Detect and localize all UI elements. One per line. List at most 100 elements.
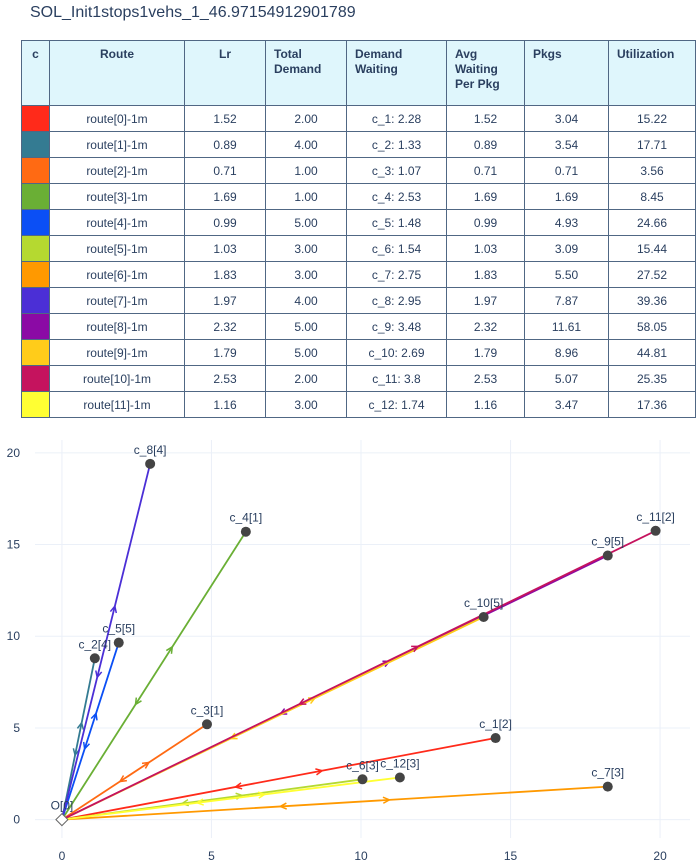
customer-marker bbox=[602, 781, 613, 792]
table-row: route[11]-1m 1.16 3.00 c_12: 1.74 1.16 3.47 17… bbox=[21, 391, 696, 418]
table-cell: 1.52 bbox=[184, 105, 266, 132]
header-cell: Total Demand bbox=[265, 40, 347, 106]
route-arrow bbox=[82, 741, 91, 751]
table-cell: route[11]-1m bbox=[49, 391, 185, 418]
customer-marker bbox=[357, 774, 368, 785]
route-arrow bbox=[315, 768, 324, 776]
header-cell: Utilization bbox=[608, 40, 696, 106]
route-arrow bbox=[165, 645, 174, 654]
table-row: route[5]-1m 1.03 3.00 c_6: 1.54 1.03 3.09 15.4… bbox=[21, 235, 696, 262]
route-arrow bbox=[278, 802, 288, 810]
table-cell: 2.32 bbox=[446, 313, 525, 340]
table-row: route[6]-1m 1.83 3.00 c_7: 2.75 1.83 5.50 27.5… bbox=[21, 261, 696, 288]
table-cell: 5.50 bbox=[524, 261, 609, 288]
route-arrow bbox=[229, 732, 238, 740]
table-cell: 39.36 bbox=[608, 287, 696, 314]
route-arrow bbox=[382, 796, 392, 804]
table-cell: 1.97 bbox=[446, 287, 525, 314]
table-cell: 0.71 bbox=[446, 157, 525, 184]
route-arrow bbox=[72, 748, 80, 757]
customer-marker bbox=[201, 719, 212, 730]
table-row: route[8]-1m 2.32 5.00 c_9: 3.48 2.32 11.61 58.… bbox=[21, 313, 696, 340]
route-arrow bbox=[90, 711, 98, 721]
route-arrow bbox=[411, 645, 420, 653]
route-line bbox=[61, 776, 400, 821]
table-cell: c_8: 2.95 bbox=[346, 287, 447, 314]
table-cell: route[0]-1m bbox=[49, 105, 185, 132]
header-cell: Route bbox=[49, 40, 185, 106]
table-cell: c_5: 1.48 bbox=[346, 209, 447, 236]
table-cell: route[1]-1m bbox=[49, 131, 185, 158]
color-swatch bbox=[21, 131, 50, 158]
point-label: c_10[5] bbox=[464, 596, 503, 610]
route-line bbox=[61, 785, 608, 821]
point-label: c_5[5] bbox=[102, 622, 135, 636]
customer-marker bbox=[89, 653, 100, 664]
customer-marker bbox=[394, 772, 405, 783]
table-cell: 25.35 bbox=[608, 365, 696, 392]
point-label: c_2[4] bbox=[78, 637, 111, 651]
table-cell: 1.03 bbox=[184, 235, 266, 262]
table-cell: c_6: 1.54 bbox=[346, 235, 447, 262]
table-cell: route[4]-1m bbox=[49, 209, 185, 236]
header-cell: Demand Waiting bbox=[346, 40, 447, 106]
table-cell: 24.66 bbox=[608, 209, 696, 236]
table-cell: 5.07 bbox=[524, 365, 609, 392]
point-label: c_12[3] bbox=[380, 756, 419, 770]
y-tick-label: 10 bbox=[7, 629, 21, 643]
table-cell: 1.69 bbox=[446, 183, 525, 210]
table-row: route[4]-1m 0.99 5.00 c_5: 1.48 0.99 4.93 24.6… bbox=[21, 209, 696, 236]
table-cell: 2.32 bbox=[184, 313, 266, 340]
color-swatch bbox=[21, 235, 50, 262]
point-label: c_8[4] bbox=[134, 443, 167, 457]
point-label: c_9[5] bbox=[591, 535, 624, 549]
x-tick-label: 5 bbox=[208, 849, 215, 863]
table-cell: 1.69 bbox=[184, 183, 266, 210]
table-row: route[10]-1m 2.53 2.00 c_11: 3.8 2.53 5.07 25.… bbox=[21, 365, 696, 392]
table-cell: route[5]-1m bbox=[49, 235, 185, 262]
customer-marker bbox=[650, 525, 661, 536]
y-tick-label: 5 bbox=[13, 721, 20, 735]
point-label: O[0] bbox=[51, 799, 74, 813]
color-swatch bbox=[21, 183, 50, 210]
table-cell: c_12: 1.74 bbox=[346, 391, 447, 418]
route-arrow bbox=[134, 697, 142, 706]
point-label: c_4[1] bbox=[230, 511, 263, 525]
table-body: route[0]-1m 1.52 2.00 c_1: 2.28 1.52 3.04 15.2… bbox=[21, 105, 696, 418]
route-arrow bbox=[95, 670, 103, 680]
table-cell: 4.93 bbox=[524, 209, 609, 236]
table-cell: 17.71 bbox=[608, 131, 696, 158]
table-cell: 1.16 bbox=[184, 391, 266, 418]
table-cell: 3.09 bbox=[524, 235, 609, 262]
table-cell: c_3: 1.07 bbox=[346, 157, 447, 184]
route-line bbox=[61, 531, 247, 821]
table-cell: route[10]-1m bbox=[49, 365, 185, 392]
table-cell: route[3]-1m bbox=[49, 183, 185, 210]
customer-marker bbox=[113, 637, 124, 648]
point-label: c_7[3] bbox=[591, 766, 624, 780]
color-swatch bbox=[21, 287, 50, 314]
table-row: route[9]-1m 1.79 5.00 c_10: 2.69 1.79 8.96 44.… bbox=[21, 339, 696, 366]
route-arrow bbox=[76, 721, 85, 730]
customer-marker bbox=[490, 733, 501, 744]
header-cell: Avg Waiting Per Pkg bbox=[446, 40, 525, 106]
color-swatch bbox=[21, 391, 50, 418]
route-arrow bbox=[118, 775, 127, 783]
table-cell: 17.36 bbox=[608, 391, 696, 418]
table-cell: route[9]-1m bbox=[49, 339, 185, 366]
color-swatch bbox=[21, 105, 50, 132]
route-line bbox=[61, 642, 120, 820]
table-cell: 0.89 bbox=[446, 131, 525, 158]
route-table: c Route Lr Total Demand Demand Waiting Avg Wa… bbox=[21, 40, 696, 418]
x-tick-label: 10 bbox=[354, 849, 368, 863]
customer-marker bbox=[240, 526, 251, 537]
table-cell: 5.00 bbox=[265, 339, 347, 366]
color-swatch bbox=[21, 261, 50, 288]
point-label: c_6[3] bbox=[346, 758, 379, 772]
table-row: route[2]-1m 0.71 1.00 c_3: 1.07 0.71 0.71 3.56 bbox=[21, 157, 696, 184]
table-cell: c_11: 3.8 bbox=[346, 365, 447, 392]
color-swatch bbox=[21, 365, 50, 392]
table-cell: 3.47 bbox=[524, 391, 609, 418]
route-arrow bbox=[109, 604, 118, 614]
